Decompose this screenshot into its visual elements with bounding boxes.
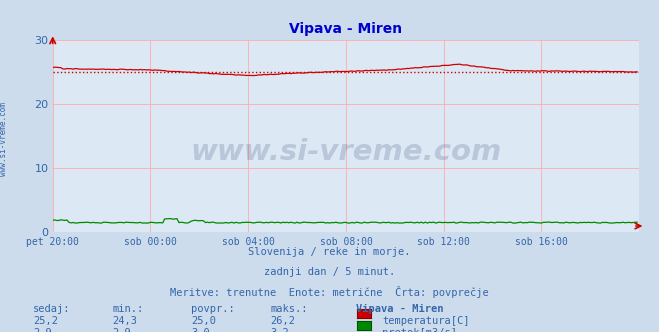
- Text: pretok[m3/s]: pretok[m3/s]: [382, 328, 457, 332]
- Text: 2,9: 2,9: [33, 328, 51, 332]
- Text: 3,0: 3,0: [191, 328, 210, 332]
- Text: zadnji dan / 5 minut.: zadnji dan / 5 minut.: [264, 267, 395, 277]
- Text: www.si-vreme.com: www.si-vreme.com: [190, 137, 501, 166]
- Text: Slovenija / reke in morje.: Slovenija / reke in morje.: [248, 247, 411, 257]
- Title: Vipava - Miren: Vipava - Miren: [289, 22, 403, 36]
- Text: 3,2: 3,2: [270, 328, 289, 332]
- Text: sedaj:: sedaj:: [33, 304, 71, 314]
- Text: 25,0: 25,0: [191, 316, 216, 326]
- Text: Meritve: trenutne  Enote: metrične  Črta: povprečje: Meritve: trenutne Enote: metrične Črta: …: [170, 286, 489, 298]
- Text: 24,3: 24,3: [112, 316, 137, 326]
- Text: povpr.:: povpr.:: [191, 304, 235, 314]
- Text: 26,2: 26,2: [270, 316, 295, 326]
- Text: Vipava - Miren: Vipava - Miren: [356, 304, 444, 314]
- Text: 25,2: 25,2: [33, 316, 58, 326]
- Text: temperatura[C]: temperatura[C]: [382, 316, 470, 326]
- Text: 2,9: 2,9: [112, 328, 130, 332]
- Text: www.si-vreme.com: www.si-vreme.com: [0, 103, 8, 176]
- Text: maks.:: maks.:: [270, 304, 308, 314]
- Text: min.:: min.:: [112, 304, 143, 314]
